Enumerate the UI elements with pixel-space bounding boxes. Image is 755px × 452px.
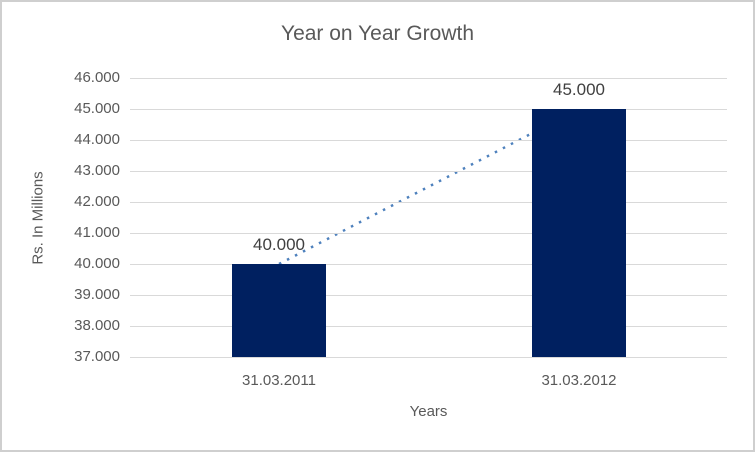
x-tick-label: 31.03.2011: [242, 372, 316, 389]
data-label: 40.000: [253, 235, 305, 254]
gridline: [130, 295, 727, 296]
x-tick-label: 31.03.2012: [541, 372, 617, 389]
gridline: [130, 357, 727, 358]
y-tick-label: 43.000: [74, 162, 120, 179]
data-label: 45.000: [553, 80, 605, 99]
y-tick-label: 37.000: [74, 348, 120, 365]
y-tick-label: 38.000: [74, 317, 120, 334]
y-axis-title: Rs. In Millions: [29, 171, 47, 265]
bar-31.03.2011: [232, 264, 326, 357]
x-axis-title: Years: [409, 403, 448, 420]
y-tick-label: 45.000: [74, 100, 120, 117]
gridline: [130, 109, 727, 110]
y-tick-label: 39.000: [74, 286, 120, 303]
y-tick-label: 41.000: [74, 224, 120, 241]
y-tick-label: 42.000: [74, 193, 120, 210]
gridline: [130, 140, 727, 141]
plot-area: [130, 78, 727, 358]
gridline: [130, 326, 727, 327]
chart-title: Year on Year Growth: [280, 22, 475, 45]
y-tick-label: 40.000: [74, 255, 120, 272]
bar-31.03.2012: [532, 109, 626, 357]
y-tick-label: 44.000: [74, 131, 120, 148]
y-tick-label: 46.000: [74, 69, 120, 86]
gridline: [130, 202, 727, 203]
gridline: [130, 264, 727, 265]
gridline: [130, 171, 727, 172]
trendline: [278, 107, 580, 266]
